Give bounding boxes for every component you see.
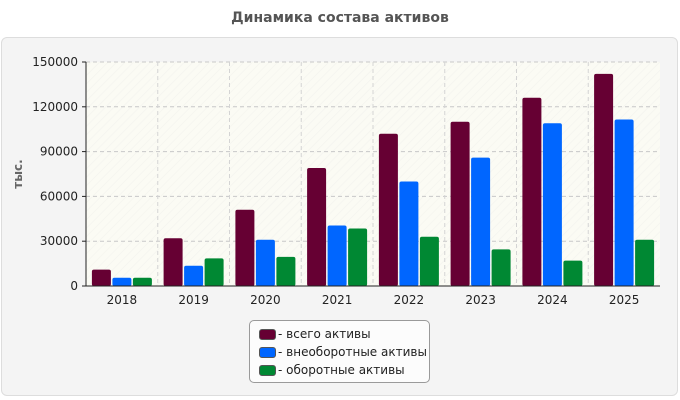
grid-lines (86, 61, 660, 286)
bar (491, 249, 511, 286)
chart-legend: - всего активы - внеоборотные активы - о… (249, 320, 430, 383)
x-tick-label: 2024 (537, 293, 568, 307)
y-tick-label: 30000 (40, 234, 78, 248)
x-tick-label: 2018 (107, 293, 138, 307)
bar (276, 256, 296, 286)
bar (614, 119, 634, 286)
bar (112, 277, 132, 286)
x-tick-label: 2019 (178, 293, 209, 307)
bar (542, 123, 562, 286)
legend-label-total: - всего активы (278, 327, 371, 341)
x-tick-label: 2022 (394, 293, 425, 307)
legend-item-total: - всего активы (259, 325, 429, 343)
bar (204, 258, 224, 286)
legend-swatch-noncurrent (259, 346, 276, 358)
bar (327, 225, 347, 286)
bar (594, 73, 614, 287)
x-tick-label: 2021 (322, 293, 353, 307)
y-tick-label: 120000 (32, 100, 78, 114)
y-tick-label: 0 (70, 279, 78, 293)
bar (450, 121, 470, 286)
bar (378, 133, 398, 286)
legend-label-noncurrent: - внеоборотные активы (278, 345, 427, 359)
chart-title: Динамика состава активов (231, 10, 449, 26)
bar (132, 277, 152, 286)
x-tick-label: 2025 (609, 293, 640, 307)
bar (91, 269, 111, 286)
bar (307, 168, 327, 286)
y-tick-label: 60000 (40, 189, 78, 203)
bar (235, 209, 255, 286)
legend-item-current: - оборотные активы (259, 361, 429, 379)
legend-item-noncurrent: - внеоборотные активы (259, 343, 429, 361)
y-tick-label: 90000 (40, 145, 78, 159)
bar (255, 239, 275, 286)
x-tick-label: 2023 (465, 293, 496, 307)
y-axis-label: тыс. (11, 159, 25, 188)
y-tick-label: 150000 (32, 55, 78, 69)
bar (348, 228, 368, 286)
bar (184, 265, 204, 286)
bar (563, 260, 583, 286)
bar (163, 238, 183, 286)
legend-swatch-total (259, 328, 276, 340)
bar (522, 97, 542, 286)
bar (635, 239, 655, 286)
legend-swatch-current (259, 364, 276, 376)
bar (471, 157, 491, 286)
legend-label-current: - оборотные активы (278, 363, 405, 377)
x-tick-label: 2020 (250, 293, 281, 307)
axes: 0 30000 60000 90000 120000 150000 2018 2019 2020… (32, 55, 660, 307)
bar (419, 236, 439, 286)
bars (91, 73, 655, 287)
bar (399, 181, 419, 286)
